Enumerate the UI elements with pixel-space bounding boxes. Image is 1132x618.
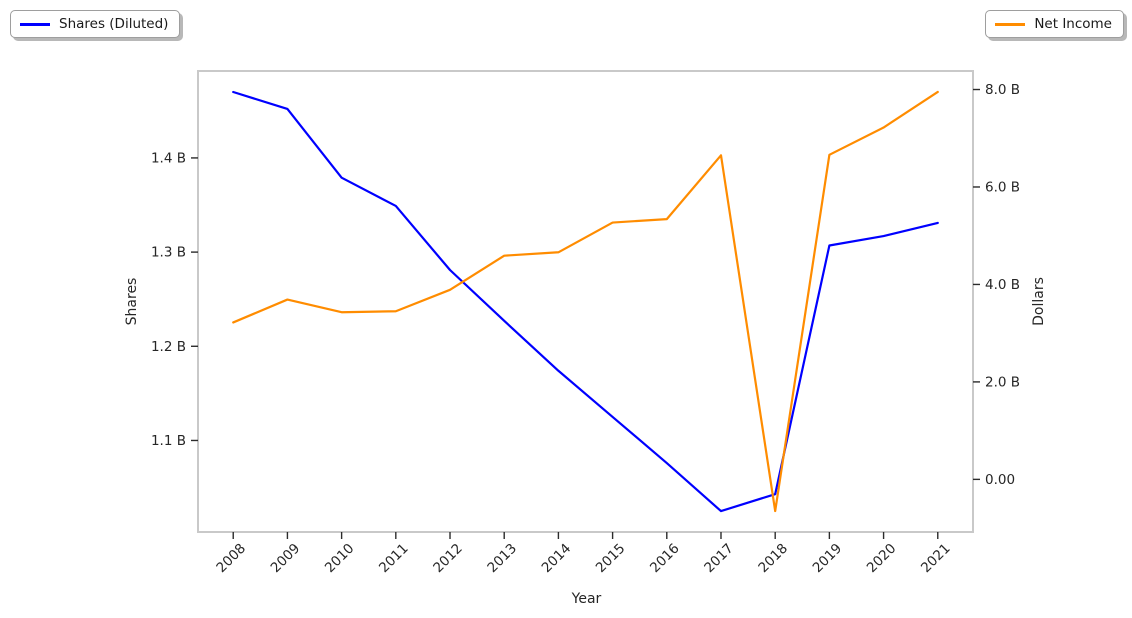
left-axis-tick-label: 1.2 B <box>151 339 186 355</box>
x-axis-tick-label: 2020 <box>864 541 900 577</box>
x-axis-title: Year <box>571 591 602 607</box>
x-axis-tick-label: 2011 <box>376 541 412 577</box>
right-axis-tick-label: 0.00 <box>985 472 1015 488</box>
legend-shares: Shares (Diluted) <box>10 10 181 38</box>
right-axis-tick-label: 4.0 B <box>985 277 1020 293</box>
x-axis-tick-label: 2012 <box>430 541 466 577</box>
x-axis-tick-label: 2008 <box>213 541 249 577</box>
legend-net-income: Net Income <box>985 10 1124 38</box>
x-axis-tick-label: 2019 <box>810 541 846 577</box>
left-axis-title: Shares <box>124 278 140 326</box>
right-axis-tick-label: 2.0 B <box>985 374 1020 390</box>
left-axis-tick-label: 1.4 B <box>151 150 186 166</box>
x-axis-tick-label: 2016 <box>647 541 683 577</box>
net-income-line-swatch <box>995 22 1026 26</box>
plot-border <box>197 70 974 533</box>
x-axis-tick-label: 2009 <box>268 541 304 577</box>
x-axis-tick-label: 2017 <box>701 541 737 577</box>
legend-shares-label: Shares (Diluted) <box>59 16 169 32</box>
right-axis-tick-label: 6.0 B <box>985 179 1020 195</box>
x-axis-tick-label: 2015 <box>593 541 629 577</box>
left-axis-tick-label: 1.3 B <box>151 245 186 261</box>
x-axis-tick-label: 2013 <box>484 541 520 577</box>
x-axis-tick-label: 2010 <box>322 541 358 577</box>
legend-net-income-label: Net Income <box>1034 16 1112 32</box>
right-axis-title: Dollars <box>1031 277 1047 326</box>
series-line-shares-diluted <box>232 90 939 513</box>
x-axis-tick-label: 2018 <box>755 541 791 577</box>
right-axis-tick-label: 8.0 B <box>985 82 1020 98</box>
x-axis-tick-label: 2014 <box>539 541 575 577</box>
series-line-net-income <box>232 90 939 513</box>
x-axis-tick-label: 2021 <box>918 541 954 577</box>
left-axis-tick-label: 1.1 B <box>151 433 186 449</box>
shares-line-swatch <box>20 22 50 26</box>
